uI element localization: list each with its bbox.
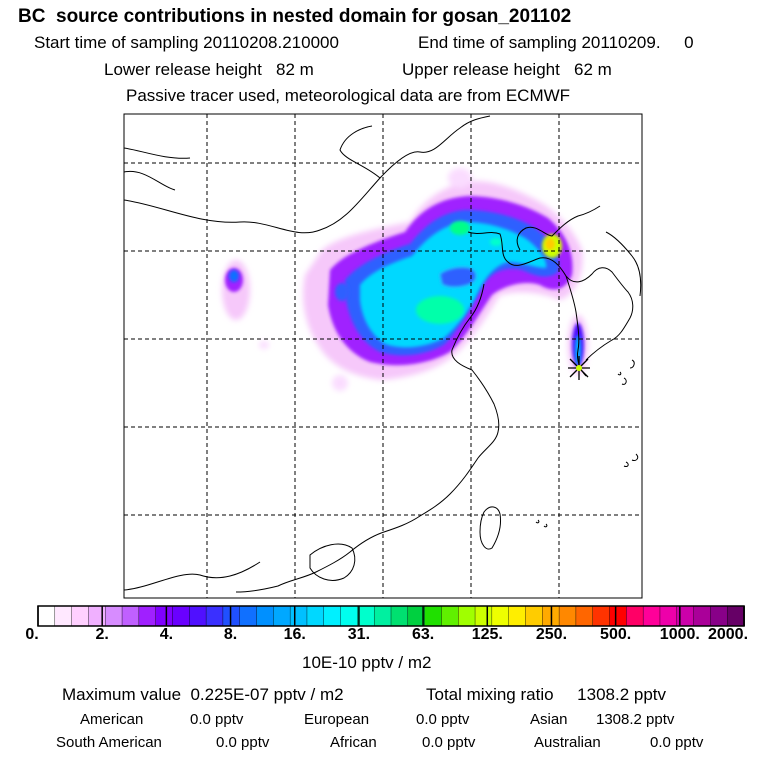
maximum-value-label: Maximum value 0.225E-07 pptv / m2: [62, 685, 344, 704]
colorbar-cell: [306, 605, 325, 627]
asian-label: Asian: [530, 711, 568, 728]
colorbar-frame: [37, 605, 745, 627]
colorbar-tick-label: 0.: [25, 626, 39, 643]
colorbar-cell: [609, 605, 628, 627]
asian-value: 1308.2 pptv: [596, 711, 675, 728]
colorbar-cell: [710, 605, 728, 627]
colorbar-cell: [323, 605, 342, 627]
colorbar-tick-label: 31.: [347, 626, 371, 643]
plot-title: BC source contributions in nested domain…: [18, 6, 572, 27]
colorbar-cell: [256, 605, 275, 627]
colorbar-cell: [340, 605, 359, 627]
colorbar-cell: [592, 605, 611, 627]
colorbar-cell: [155, 605, 174, 627]
colorbar-cell: [105, 605, 123, 627]
american-value: 0.0 pptv: [190, 711, 244, 728]
colorbar-tick-label: 250.: [535, 626, 568, 643]
australian-value: 0.0 pptv: [650, 734, 704, 751]
colorbar-cell: [441, 605, 460, 627]
colorbar-cell: [575, 605, 594, 627]
colorbar-cell: [222, 605, 241, 627]
colorbar-cell: [390, 605, 409, 627]
colorbar-cell: [138, 605, 157, 627]
colorbar-cell: [626, 605, 644, 627]
graticule: [124, 114, 642, 598]
colorbar-tick-label: 16.: [283, 626, 306, 643]
colorbar-cell: [289, 605, 308, 627]
colorbar-cell: [659, 605, 678, 627]
colorbar-cell: [88, 605, 107, 627]
colorbar-tick-label: 2000.: [707, 626, 749, 643]
colorbar-cell: [373, 605, 392, 627]
south-american-value: 0.0 pptv: [216, 734, 270, 751]
australian-label: Australian: [534, 734, 601, 751]
colorbar-cell: [189, 605, 207, 627]
colorbar-cell: [54, 605, 73, 627]
map-frame: [123, 113, 643, 599]
tracer-note: Passive tracer used, meteorological data…: [126, 86, 571, 105]
colorbar-cell: [121, 605, 140, 627]
european-value: 0.0 pptv: [416, 711, 470, 728]
colorbar-cell: [458, 605, 476, 627]
colorbar-cell: [71, 605, 90, 627]
colorbar-cell: [474, 605, 493, 627]
colorbar-cell: [491, 605, 510, 627]
colorbar-tick-label: 1000.: [659, 626, 700, 643]
start-time-label: Start time of sampling 20110208.210000: [34, 33, 339, 52]
end-time-label: End time of sampling 20110209. 0: [418, 33, 694, 52]
colorbar-cell: [558, 605, 577, 627]
coastlines: [124, 115, 642, 593]
colorbar-units: 10E-10 pptv / m2: [302, 653, 432, 672]
colorbar-cell: [357, 605, 375, 627]
colorbar-tick-label: 63.: [411, 626, 435, 643]
colorbar-cell: [508, 605, 527, 627]
african-label: African: [330, 734, 377, 751]
south-american-label: South American: [56, 734, 162, 751]
colorbar-cell: [424, 605, 443, 627]
colorbar-cell: [205, 605, 224, 627]
colorbar-cell: [239, 605, 258, 627]
colorbar-cell: [525, 605, 544, 627]
colorbar-tick-label: 2.: [95, 626, 109, 643]
colorbar-tick-label: 4.: [159, 626, 174, 643]
colorbar-tick-label: 125.: [471, 626, 503, 643]
african-value: 0.0 pptv: [422, 734, 476, 751]
american-label: American: [80, 711, 144, 728]
asterisk-star-icon: [568, 356, 590, 380]
plume-green-core: [416, 296, 464, 324]
colorbar-cell: [273, 605, 291, 627]
colorbar-cell: [693, 605, 712, 627]
colorbar-tick-label: 8.: [223, 626, 238, 643]
colorbar-cell: [172, 605, 191, 627]
total-mixing-ratio-label: Total mixing ratio 1308.2 pptv: [426, 685, 667, 704]
lower-release-label: Lower release height 82 m: [104, 60, 314, 79]
plume-field: [222, 168, 588, 391]
colorbar-cell: [37, 605, 56, 627]
colorbar-tick-label: 500.: [600, 626, 632, 643]
european-label: European: [304, 711, 370, 728]
upper-release-label: Upper release height 62 m: [402, 60, 612, 79]
colorbar-cell: [726, 605, 745, 627]
colorbar-cell: [642, 605, 661, 627]
